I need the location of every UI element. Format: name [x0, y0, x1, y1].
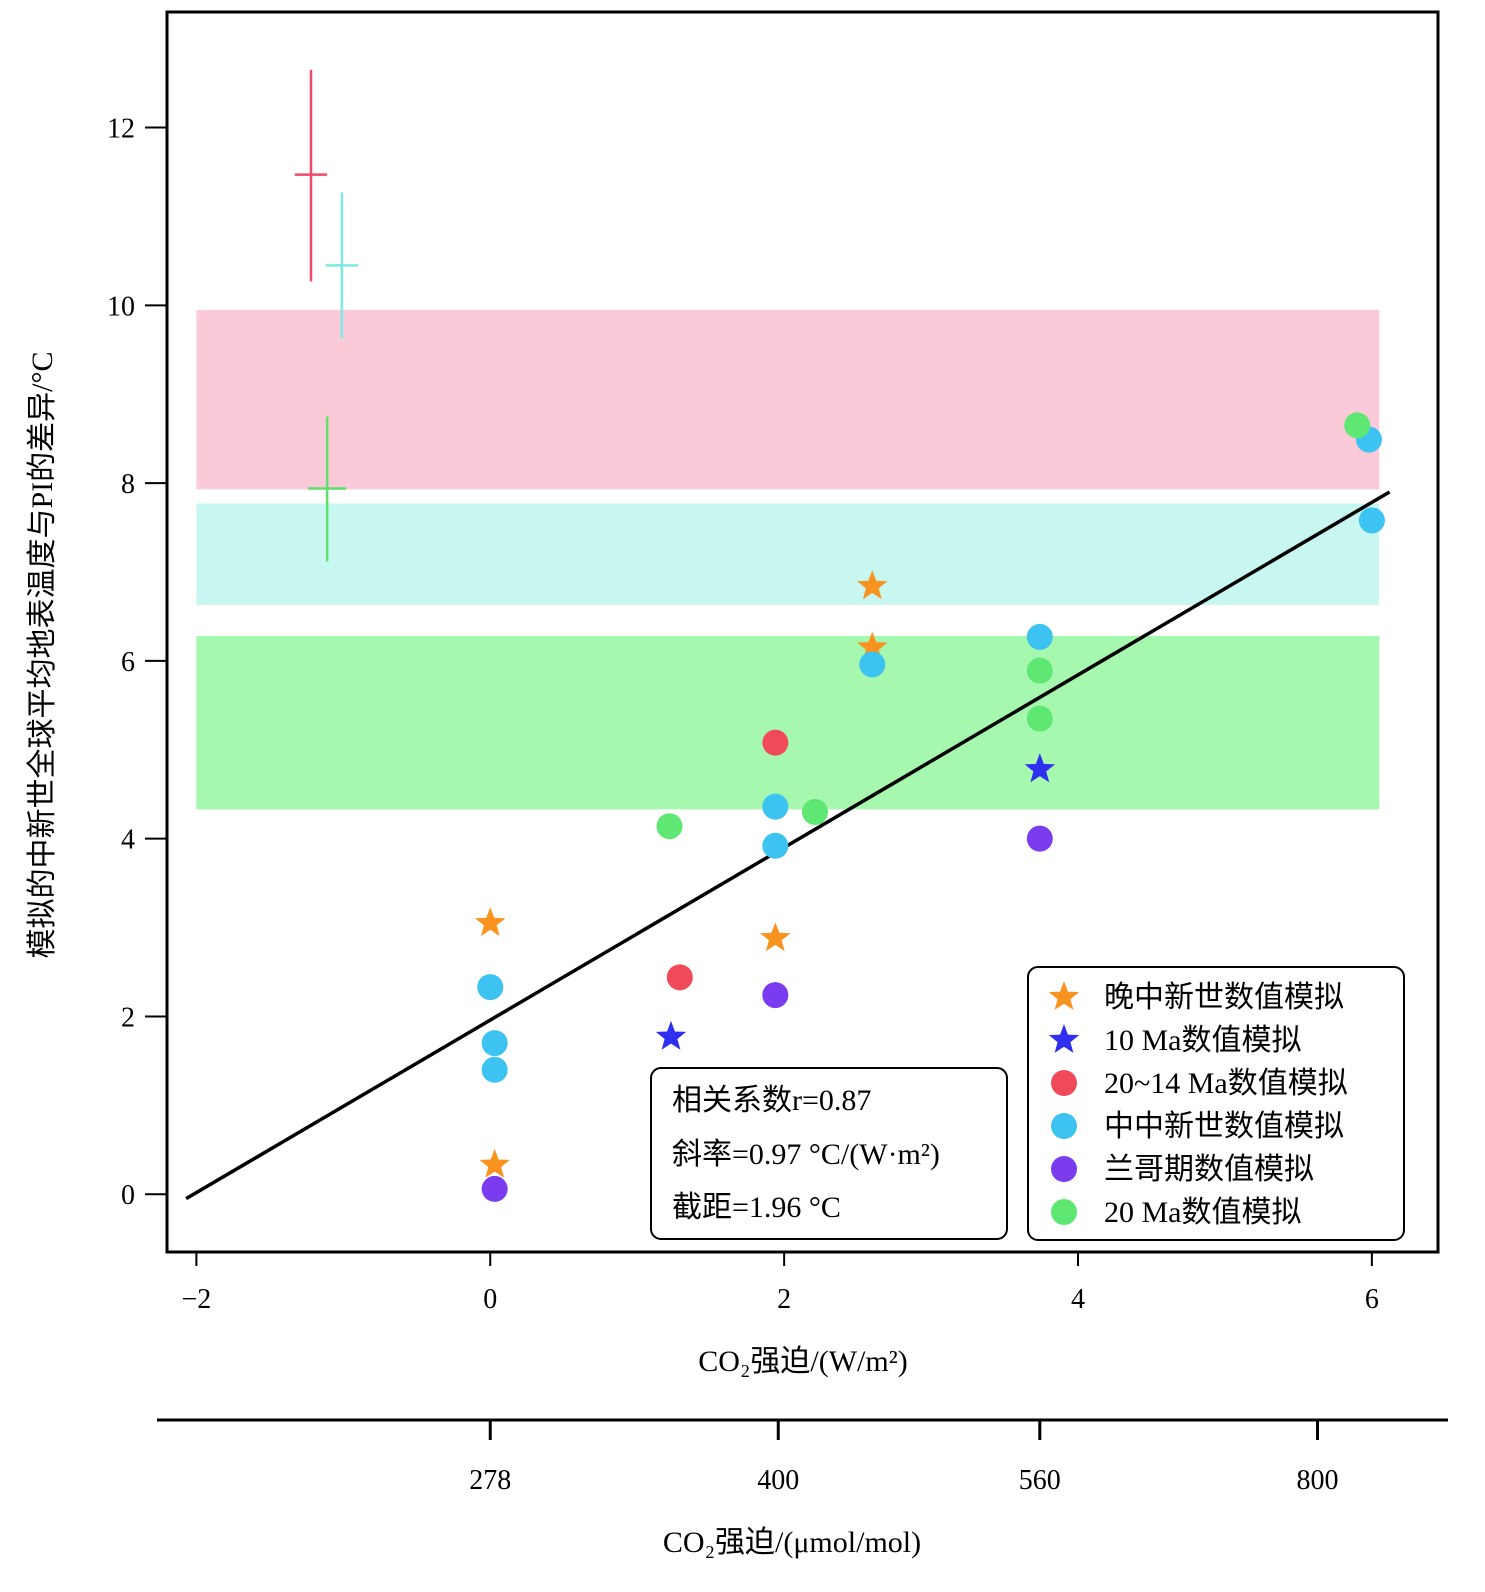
- circle-point-series-5: [1026, 705, 1053, 732]
- plot-frame: [165, 10, 1440, 1254]
- star-point-series-1: [1024, 753, 1055, 783]
- secondary-tick-label: 560: [1019, 1465, 1061, 1496]
- circle-point-series-4: [1026, 825, 1053, 852]
- band-1: [196, 503, 1380, 605]
- y-tick-label: 0: [121, 1180, 135, 1211]
- circle-point-series-3: [762, 832, 789, 859]
- circle-point-series-2: [762, 729, 789, 756]
- legend-marker-circle: [1051, 1070, 1077, 1096]
- legend-label: 20 Ma数值模拟: [1104, 1196, 1302, 1229]
- circle-point-series-5: [801, 799, 828, 825]
- circle-point-series-2: [666, 964, 693, 991]
- circle-point-series-4: [481, 1175, 508, 1202]
- stats-slope: 斜率=0.97 °C/(W·m²): [672, 1138, 940, 1171]
- star-point-series-0: [857, 570, 888, 600]
- star-point-series-1: [655, 1020, 687, 1050]
- star-point-series-0: [479, 1148, 510, 1178]
- y-tick-label: 6: [121, 647, 135, 678]
- stats-intercept: 截距=1.96 °C: [672, 1191, 841, 1224]
- circle-point-series-3: [1358, 507, 1385, 534]
- y-tick-label: 2: [121, 1002, 135, 1033]
- star-point-series-0: [475, 907, 506, 937]
- data-points: [475, 412, 1385, 1202]
- y-tick-label: 10: [107, 291, 135, 322]
- stats-box-frame: [650, 1067, 1008, 1240]
- circle-point-series-4: [762, 982, 789, 1009]
- stats-box: 相关系数r=0.87 斜率=0.97 °C/(W·m²) 截距=1.96 °C: [650, 1067, 1008, 1240]
- legend-label: 晚中新世数值模拟: [1104, 981, 1344, 1014]
- legend-label: 10 Ma数值模拟: [1104, 1024, 1302, 1057]
- x-tick-label: −2: [181, 1284, 211, 1315]
- legend-marker-circle: [1051, 1156, 1077, 1182]
- legend-frame: [1027, 966, 1405, 1241]
- legend: 晚中新世数值模拟 10 Ma数值模拟 20~14 Ma数值模拟中中新世数值模拟兰哥期…: [1027, 966, 1405, 1241]
- axis-ticks: −2 0 2 4 6 0 2 4 6 8 10 12: [107, 114, 1379, 1315]
- y-tick-label: 4: [121, 825, 135, 856]
- circle-point-series-3: [762, 793, 789, 820]
- circle-point-series-3: [859, 651, 886, 678]
- circle-point-series-3: [1026, 623, 1053, 650]
- error-crosses: [294, 69, 359, 562]
- secondary-axis-ticks: 278 400 560 800: [469, 1420, 1339, 1496]
- legend-marker-star: [1048, 981, 1080, 1010]
- legend-label: 中中新世数值模拟: [1104, 1110, 1344, 1143]
- star-point-series-0: [760, 922, 791, 952]
- circle-point-series-5: [656, 813, 683, 840]
- secondary-tick-label: 278: [469, 1465, 511, 1496]
- legend-label: 兰哥期数值模拟: [1104, 1153, 1314, 1186]
- x-axis-title: CO₂强迫/(W/m²): [698, 1345, 907, 1378]
- y-tick-label: 12: [107, 114, 135, 145]
- x-tick-label: 6: [1365, 1284, 1379, 1315]
- legend-marker-circle: [1051, 1113, 1077, 1139]
- band-2: [196, 636, 1380, 810]
- circle-point-series-3: [481, 1030, 508, 1057]
- secondary-tick-label: 800: [1297, 1465, 1339, 1496]
- circle-point-series-5: [1344, 412, 1371, 439]
- stats-correlation: 相关系数r=0.87: [672, 1084, 871, 1117]
- secondary-tick-label: 400: [757, 1465, 799, 1496]
- shaded-bands: [196, 309, 1380, 810]
- band-0: [196, 309, 1380, 490]
- legend-marker-star: [1048, 1024, 1080, 1053]
- circle-point-series-5: [1026, 657, 1053, 684]
- x-tick-label: 4: [1071, 1284, 1085, 1315]
- legend-label: 20~14 Ma数值模拟: [1104, 1067, 1348, 1100]
- x-tick-label: 0: [483, 1284, 497, 1315]
- y-axis-title: 模拟的中新世全球平均地表温度与PI的差异/°C: [26, 351, 59, 958]
- circle-point-series-3: [477, 974, 504, 1001]
- y-tick-label: 8: [121, 469, 135, 500]
- x-tick-label: 2: [777, 1284, 791, 1315]
- star-point-series-0: [857, 631, 888, 661]
- legend-marker-circle: [1051, 1199, 1077, 1225]
- secondary-axis-title: CO₂强迫/(μmol/mol): [663, 1526, 921, 1559]
- circle-point-series-3: [481, 1056, 508, 1083]
